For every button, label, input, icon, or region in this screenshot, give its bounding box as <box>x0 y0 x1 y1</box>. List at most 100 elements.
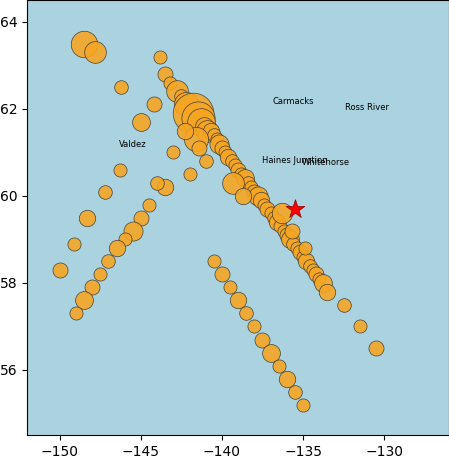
Point <box>197 118 204 126</box>
Point <box>162 70 169 78</box>
Point <box>207 127 214 134</box>
Point <box>270 214 277 221</box>
Point <box>121 236 128 243</box>
Point <box>306 262 313 269</box>
Point <box>288 227 295 235</box>
Point <box>201 123 208 130</box>
Point <box>251 188 258 195</box>
Point <box>254 192 261 200</box>
Point <box>324 288 331 295</box>
Point <box>372 345 379 352</box>
Point <box>228 157 235 165</box>
Point <box>243 310 250 317</box>
Point <box>186 170 193 178</box>
Point <box>291 205 299 213</box>
Point <box>154 179 161 186</box>
Point <box>241 175 248 182</box>
Point <box>283 231 291 239</box>
Point <box>356 323 363 330</box>
Point <box>259 336 266 343</box>
Point <box>286 236 294 243</box>
Point <box>84 214 91 221</box>
Point <box>162 184 169 191</box>
Point <box>56 266 63 274</box>
Point <box>234 166 242 174</box>
Point <box>129 227 136 235</box>
Text: Valdez: Valdez <box>119 140 147 149</box>
Point <box>251 323 258 330</box>
Point <box>313 270 320 278</box>
Point <box>157 53 164 60</box>
Text: Haines Junction: Haines Junction <box>263 156 328 165</box>
Point <box>244 179 251 186</box>
Point <box>290 240 297 247</box>
Point <box>202 157 209 165</box>
Point <box>296 249 304 256</box>
Point <box>231 162 238 169</box>
Point <box>137 214 145 221</box>
Point <box>264 205 271 213</box>
Point <box>80 297 88 304</box>
Point <box>218 144 225 151</box>
Point <box>137 118 145 126</box>
Point <box>210 257 217 265</box>
Point <box>299 253 307 261</box>
Point <box>88 284 96 291</box>
Point <box>283 375 291 382</box>
Point <box>178 92 185 100</box>
Point <box>340 301 347 308</box>
Point <box>145 201 153 208</box>
Point <box>301 245 308 252</box>
Point <box>204 127 211 134</box>
Point <box>225 153 232 160</box>
Point <box>194 114 201 121</box>
Point <box>101 188 109 195</box>
Point <box>150 101 158 108</box>
Point <box>273 218 281 226</box>
Point <box>303 257 310 265</box>
Point <box>80 40 88 47</box>
Point <box>291 388 299 395</box>
Point <box>226 284 233 291</box>
Point <box>316 275 323 282</box>
Point <box>257 196 264 204</box>
Point <box>238 170 245 178</box>
Point <box>113 245 120 252</box>
Point <box>215 140 222 147</box>
Point <box>239 192 247 200</box>
Point <box>71 240 78 247</box>
Point <box>278 210 286 217</box>
Point <box>280 227 287 235</box>
Point <box>116 166 123 174</box>
Point <box>293 245 300 252</box>
Point <box>92 49 99 56</box>
Text: Ross River: Ross River <box>345 103 389 112</box>
Point <box>234 297 242 304</box>
Point <box>299 401 307 409</box>
Point <box>170 149 177 156</box>
Point <box>181 127 188 134</box>
Point <box>105 257 112 265</box>
Point <box>230 179 237 186</box>
Point <box>72 310 79 317</box>
Point <box>213 135 220 143</box>
Point <box>319 279 326 286</box>
Point <box>247 184 255 191</box>
Text: Whitehorse: Whitehorse <box>302 157 350 167</box>
Point <box>267 349 274 356</box>
Point <box>196 144 203 151</box>
Point <box>309 266 317 274</box>
Point <box>267 210 274 217</box>
Point <box>183 101 190 108</box>
Point <box>118 84 125 91</box>
Point <box>275 362 282 369</box>
Point <box>222 149 229 156</box>
Point <box>193 135 200 143</box>
Point <box>277 223 284 230</box>
Point <box>173 88 180 95</box>
Point <box>167 79 174 86</box>
Point <box>210 131 217 139</box>
Point <box>260 201 268 208</box>
Point <box>218 270 225 278</box>
Text: Carmacks: Carmacks <box>272 97 314 106</box>
